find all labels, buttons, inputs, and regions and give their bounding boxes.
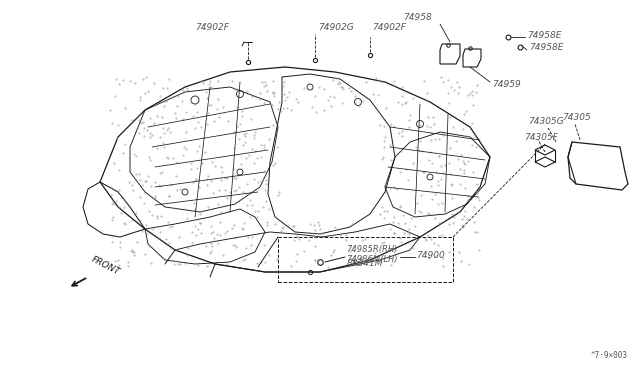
- Text: 74902F: 74902F: [195, 23, 229, 32]
- Text: 74900: 74900: [416, 251, 445, 260]
- Text: 74985R(RH): 74985R(RH): [346, 245, 397, 254]
- Text: FRONT: FRONT: [90, 255, 122, 277]
- Text: 74305G: 74305G: [528, 117, 564, 126]
- Text: 74958E: 74958E: [529, 43, 563, 52]
- Text: 88341M: 88341M: [347, 259, 383, 267]
- Text: 74305F: 74305F: [524, 133, 558, 142]
- Text: 74958: 74958: [404, 13, 433, 22]
- Text: 74902G: 74902G: [318, 23, 354, 32]
- Text: 74959: 74959: [492, 80, 521, 89]
- Text: 74958E: 74958E: [527, 31, 561, 40]
- Text: ^7·9×003: ^7·9×003: [591, 351, 628, 360]
- Text: 74986M(LH): 74986M(LH): [346, 255, 397, 264]
- Text: 74902F: 74902F: [372, 23, 406, 32]
- Text: 74305: 74305: [562, 113, 591, 122]
